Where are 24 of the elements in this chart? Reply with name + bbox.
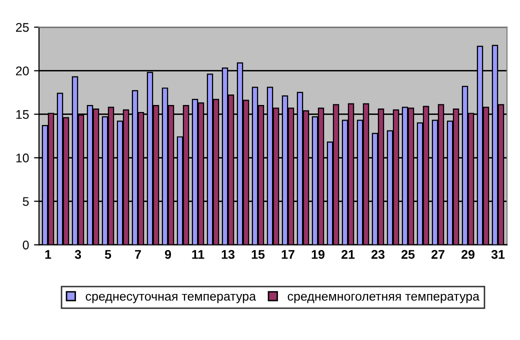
- x-tick-label: 27: [431, 250, 444, 259]
- x-tick-label: 11: [192, 250, 204, 259]
- y-tick-label: 10: [16, 154, 29, 162]
- y-tick-label: 20: [16, 66, 29, 76]
- y-tick-label: 15: [16, 110, 29, 119]
- x-tick-label: 21: [341, 250, 355, 259]
- y-tick-label: 25: [16, 23, 29, 32]
- legend-label: среднесуточная температура: [86, 294, 256, 304]
- x-tick-label: 23: [371, 250, 384, 259]
- legend-label: среднемноголетняя температура: [288, 294, 480, 304]
- x-tick-label: 31: [491, 250, 505, 259]
- x-tick-label: 29: [461, 250, 474, 259]
- x-tick-label: 19: [312, 250, 324, 259]
- x-tick-label: 13: [222, 250, 234, 259]
- x-tick-label: 1: [45, 250, 52, 259]
- x-tick-label: 7: [135, 250, 141, 259]
- x-tick-label: 17: [282, 250, 294, 259]
- y-tick-label: 5: [22, 197, 29, 206]
- x-tick-label: 3: [74, 250, 82, 259]
- y-tick-label: 0: [22, 240, 29, 250]
- x-tick-label: 25: [401, 250, 415, 259]
- x-tick-label: 9: [164, 250, 172, 259]
- x-tick-label: 15: [252, 250, 265, 259]
- x-tick-label: 5: [104, 250, 112, 259]
